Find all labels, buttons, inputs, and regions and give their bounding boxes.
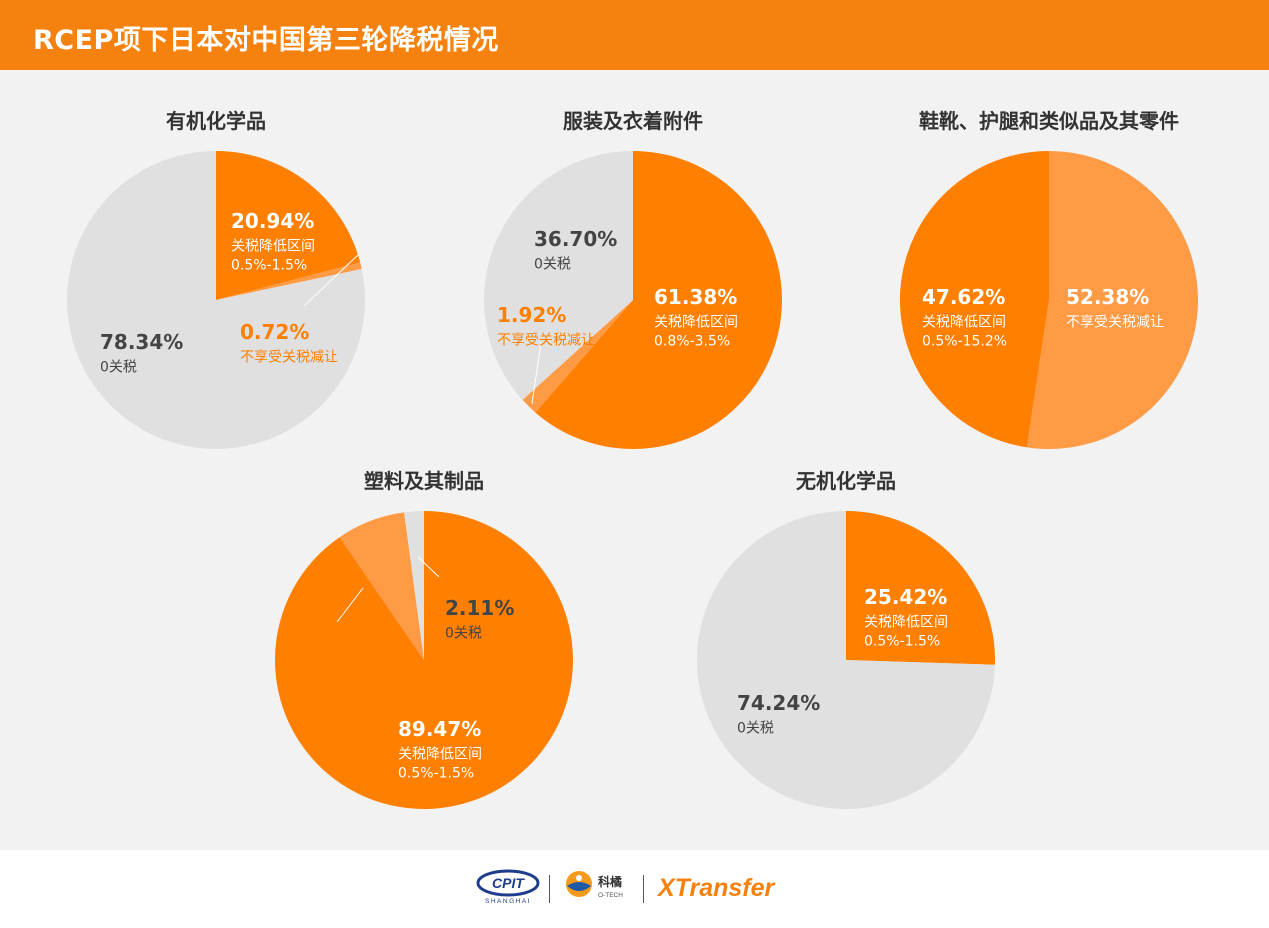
slice-description-label: 0.8%-3.5% (654, 334, 730, 350)
cpit-logo-text: CPIT (492, 875, 525, 891)
pie-slice (216, 262, 362, 300)
slice-description-label: 关税降低区间 (654, 315, 738, 331)
pie-slice (846, 511, 995, 665)
cpit-logo-subtext: SHANGHAI (485, 898, 531, 905)
chart-title: 塑料及其制品 (364, 469, 484, 493)
pie-slice (275, 511, 574, 810)
otech-logo: 科橘 O-TECH (566, 871, 623, 899)
slice-percent-label: 52.38% (1066, 285, 1149, 309)
slice-percent-label: 1.92% (497, 303, 566, 327)
pie-slice (1026, 151, 1198, 449)
chart-title: 鞋靴、护腿和类似品及其零件 (919, 109, 1179, 133)
slice-percent-label: 25.42% (864, 585, 947, 609)
pie-slice (899, 150, 1049, 448)
slice-percent-label: 36.70% (534, 227, 617, 251)
cpit-logo: CPIT SHANGHAI (476, 869, 540, 905)
pie-slice (535, 151, 782, 449)
pie-chart: 有机化学品 20.94% 关税降低区间 0.5%-1.5% 0.72% 不享受关税减让 78… (66, 109, 365, 449)
pie-chart: 无机化学品 25.42% 关税降低区间 0.5%-1.5% 74.24% 0关税 (696, 469, 995, 809)
chart-title: 服装及衣着附件 (563, 109, 703, 133)
slice-description-label: 不享受关税减让 (289, 661, 387, 678)
footer: CPIT SHANGHAI 科橘 O-TECH XTransfer (0, 850, 1269, 928)
slice-description-label: 不享受关税减让 (1066, 314, 1164, 331)
slice-percent-label: 61.38% (654, 285, 737, 309)
slice-percent-label: 20.94% (231, 209, 314, 233)
slice-description-label: 0.5%-15.2% (922, 334, 1007, 350)
logo-divider (549, 875, 550, 903)
pie-slice (66, 151, 365, 449)
slice-description-label: 0.5%-1.5% (864, 634, 940, 650)
chart-title: 无机化学品 (796, 469, 896, 493)
otech-logo-text: 科橘 (598, 874, 622, 889)
slice-description-label: 0关税 (534, 257, 571, 273)
slice-description-label: 关税降低区间 (922, 315, 1006, 331)
pie-chart: 鞋靴、护腿和类似品及其零件 52.38% 不享受关税减让 47.62% 关税降低区间 0.… (899, 109, 1198, 449)
leader-line (303, 254, 359, 307)
page-title: RCEP项下日本对中国第三轮降税情况 (33, 25, 499, 56)
slice-description-label: 不享受关税减让 (240, 349, 338, 366)
pie-slice (484, 151, 633, 400)
pie-chart: 服装及衣着附件 61.38% 关税降低区间 0.8%-3.5% 1.92% 不享受关税减让… (484, 109, 782, 449)
slice-description-label: 0.5%-1.5% (231, 258, 307, 274)
slice-percent-label: 0.72% (240, 320, 309, 344)
pie-slice (522, 300, 633, 413)
leader-line (336, 587, 364, 623)
slice-description-label: 0关税 (445, 626, 482, 642)
leader-line (417, 556, 440, 578)
slice-percent-label: 7.37% (289, 632, 358, 656)
slice-description-label: 关税降低区间 (864, 615, 948, 631)
slice-description-label: 关税降低区间 (398, 747, 482, 763)
slice-description-label: 关税降低区间 (231, 239, 315, 255)
header-bar: RCEP项下日本对中国第三轮降税情况 (0, 0, 1269, 70)
pie-chart: 塑料及其制品 89.47% 关税降低区间 0.5%-1.5% 7.37% 不享受关税减让 2… (275, 469, 574, 810)
chart-title: 有机化学品 (166, 109, 266, 133)
slice-percent-label: 47.62% (922, 285, 1005, 309)
pie-slice (404, 511, 424, 660)
slice-percent-label: 74.24% (737, 691, 820, 715)
slice-description-label: 0关税 (737, 721, 774, 737)
slice-percent-label: 2.11% (445, 596, 514, 620)
slice-percent-label: 78.34% (100, 330, 183, 354)
leader-line (531, 341, 542, 405)
otech-logo-subtext: O-TECH (598, 892, 623, 899)
pie-slice (696, 511, 995, 809)
xtransfer-logo: XTransfer (656, 874, 776, 902)
logo-divider (643, 875, 644, 903)
pie-slice (216, 151, 361, 300)
slice-description-label: 0.5%-1.5% (398, 766, 474, 782)
slice-description-label: 不享受关税减让 (497, 332, 595, 349)
slice-description-label: 0关税 (100, 360, 137, 376)
pie-slice (339, 512, 424, 660)
xtransfer-logo-text: XTransfer (656, 874, 776, 902)
slice-percent-label: 89.47% (398, 717, 481, 741)
